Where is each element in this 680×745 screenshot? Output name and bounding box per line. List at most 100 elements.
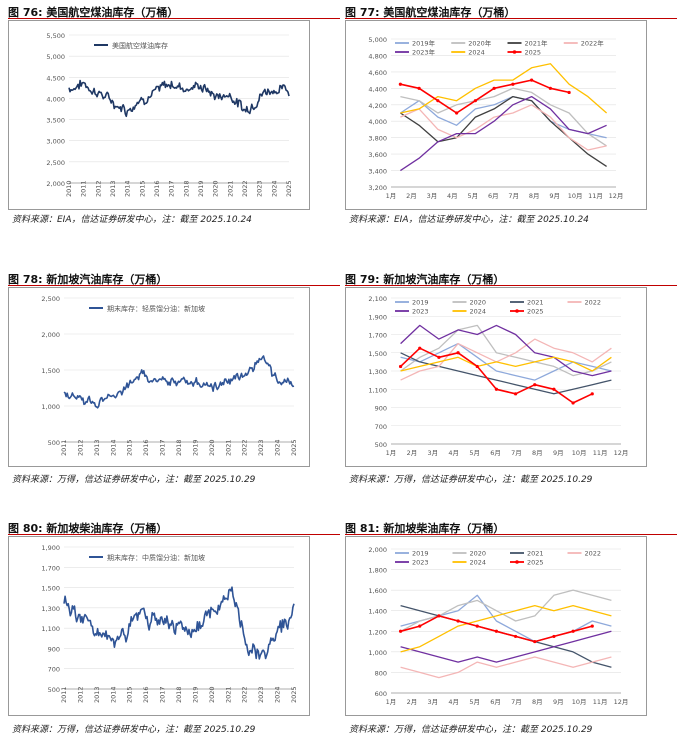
legend-label: 期末库存：中质馏分油：新加坡 [107, 553, 205, 562]
legend-label: 2020 [470, 550, 487, 558]
x-tick-label: 4月 [448, 698, 459, 706]
x-tick-label: 2月 [407, 449, 418, 457]
x-tick-label: 8月 [532, 449, 543, 457]
x-tick-label: 2020 [208, 686, 216, 703]
x-tick-label: 2025 [285, 180, 293, 197]
x-tick-label: 2023 [257, 439, 265, 456]
x-tick-label: 2015 [138, 180, 146, 197]
chart-svg: 500 700 900 1,100 1,300 1,500 1,700 1,900 2011 20… [41, 544, 298, 703]
x-tick-label: 10月 [572, 698, 587, 706]
series-marker [513, 392, 518, 396]
series-marker [552, 634, 556, 639]
y-tick-label: 5,500 [46, 32, 65, 40]
y-tick-label: 1,800 [368, 567, 387, 575]
y-tick-label: 900 [375, 405, 387, 413]
x-tick-label: 3月 [427, 192, 438, 200]
series-marker [590, 624, 594, 628]
series-marker [494, 629, 499, 633]
y-tick-label: 1,900 [41, 544, 60, 552]
x-tick-label: 2011 [60, 686, 68, 703]
legend-label: 2025 [527, 559, 544, 567]
series-line [400, 87, 607, 147]
y-tick-label: 1,100 [368, 386, 387, 394]
y-tick-label: 2,500 [41, 295, 60, 303]
legend-label: 2022 [585, 550, 602, 558]
legend-label: 2023 [412, 308, 429, 316]
chart-frame: 600 800 1,000 1,200 1,400 1,600 1,800 2,000 1月 2月… [345, 536, 647, 716]
legend-label: 2024 [468, 49, 485, 57]
legend-label: 2021 [527, 299, 544, 307]
figure-title: 图 76: 美国航空煤油库存（万桶） [8, 4, 178, 20]
title-rule [345, 285, 677, 286]
series-marker [437, 614, 441, 618]
legend-marker [515, 560, 519, 564]
figure-number: 图 81: [345, 522, 380, 535]
y-tick-label: 3,600 [368, 151, 387, 159]
y-tick-label: 500 [48, 439, 60, 447]
series-line [400, 95, 607, 172]
y-tick-label: 1,700 [368, 332, 387, 340]
title-rule [345, 18, 677, 19]
figure-title: 图 77: 美国航空煤油库存（万桶） [345, 4, 515, 20]
series-line [400, 656, 612, 679]
x-tick-label: 6月 [488, 192, 499, 200]
y-tick-label: 1,000 [368, 649, 387, 657]
y-tick-label: 2,000 [368, 546, 387, 554]
y-tick-label: 500 [375, 441, 387, 449]
x-tick-label: 2021 [224, 439, 232, 456]
series-marker [533, 639, 537, 644]
chart-frame: 500 1,000 1,500 2,000 2,500 2011 2012 2013 2014 2… [8, 287, 310, 467]
x-tick-label: 2月 [407, 698, 418, 706]
title-rule [8, 534, 340, 535]
y-tick-label: 4,500 [46, 74, 65, 82]
figure-number: 图 80: [8, 522, 43, 535]
series-line [400, 342, 612, 381]
series-line [400, 630, 612, 663]
figure-caption: 美国航空煤油库存（万桶） [42, 6, 179, 19]
y-tick-label: 2,100 [368, 295, 387, 303]
series-line [400, 104, 607, 151]
x-tick-label: 2014 [109, 686, 117, 703]
series-marker [418, 624, 422, 628]
figure-number: 图 76: [8, 6, 43, 19]
y-tick-label: 700 [375, 423, 387, 431]
x-tick-label: 2022 [241, 180, 249, 197]
source-note: 资料来源：万得，信达证券研发中心，注：截至 2025.10.29 [12, 725, 256, 735]
x-tick-label: 2023 [257, 686, 265, 703]
source-note: 资料来源：EIA，信达证券研发中心，注：截至 2025.10.24 [349, 215, 589, 225]
x-tick-label: 2017 [159, 439, 167, 456]
title-rule [8, 285, 340, 286]
legend-label: 2025 [527, 308, 544, 316]
x-tick-label: 2016 [142, 439, 150, 456]
legend-label: 2022 [585, 299, 602, 307]
x-tick-label: 3月 [427, 698, 438, 706]
series-marker [548, 86, 552, 90]
y-tick-label: 3,400 [368, 168, 387, 176]
figure-caption: 新加坡柴油库存（万桶） [379, 522, 505, 535]
y-tick-label: 1,200 [368, 628, 387, 636]
chart-frame: 500 700 900 1,100 1,300 1,500 1,700 1,900 2,100 1… [345, 287, 647, 467]
x-tick-label: 2011 [80, 180, 88, 197]
series-line [400, 356, 612, 372]
y-tick-label: 1,500 [41, 585, 60, 593]
x-tick-label: 2016 [153, 180, 161, 197]
y-tick-label: 4,000 [368, 118, 387, 126]
legend-label: 2021 [527, 550, 544, 558]
series-line [400, 352, 612, 395]
figure-title: 图 78: 新加坡汽油库存（万桶） [8, 271, 167, 287]
x-tick-label: 2013 [109, 180, 117, 197]
series-marker [590, 392, 594, 396]
series-marker [475, 624, 479, 628]
series-line [400, 615, 593, 643]
series-marker [494, 387, 499, 391]
y-tick-label: 2,000 [46, 180, 65, 188]
series-marker [398, 82, 402, 86]
series-marker [571, 629, 575, 633]
y-tick-label: 600 [375, 690, 387, 698]
y-tick-label: 1,900 [368, 313, 387, 321]
x-tick-label: 5月 [469, 449, 480, 457]
y-tick-label: 4,600 [368, 69, 387, 77]
x-tick-label: 4月 [448, 449, 459, 457]
x-tick-label: 12月 [614, 449, 629, 457]
series-marker [511, 82, 515, 86]
